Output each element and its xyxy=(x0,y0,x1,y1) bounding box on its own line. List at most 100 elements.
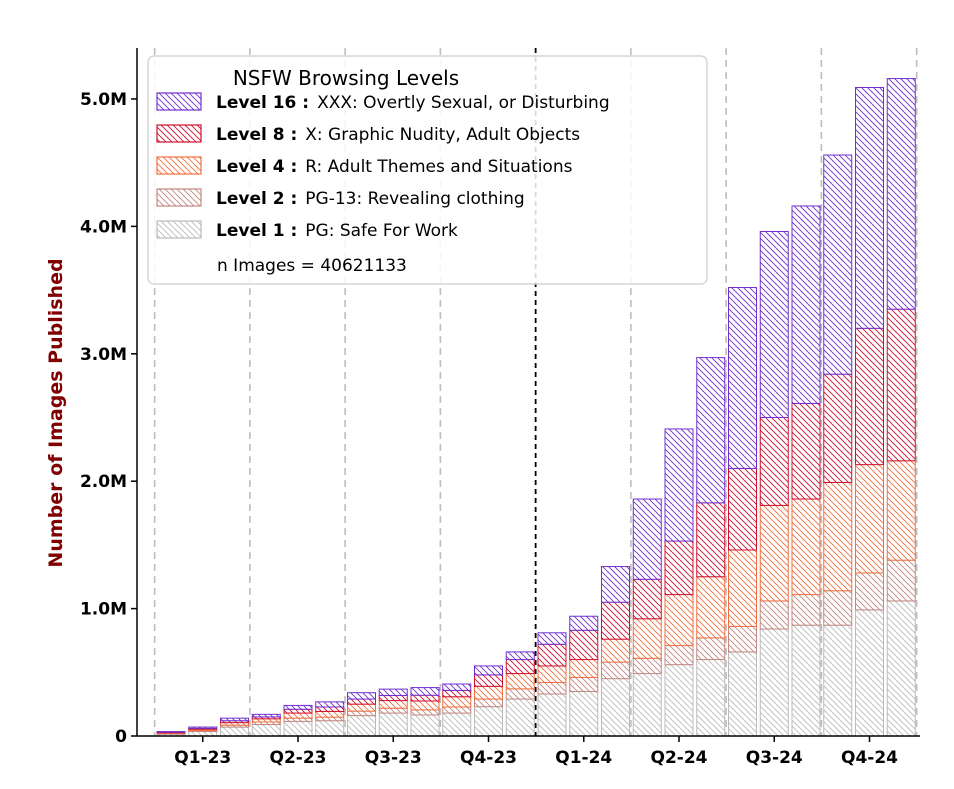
bar-segment xyxy=(791,594,821,626)
bar-segment xyxy=(728,467,757,551)
bar-segment xyxy=(569,676,599,692)
bar-segment xyxy=(220,726,249,737)
bar-segment xyxy=(664,428,694,542)
bar-segment xyxy=(410,714,440,737)
bar-segment xyxy=(601,601,630,640)
bar-segment xyxy=(537,681,567,695)
legend-entry: Level 16 : XXX: Overtly Sexual, or Distur… xyxy=(216,93,610,113)
x-tick-label: Q1-24 xyxy=(555,748,612,768)
bar-segment xyxy=(886,308,916,462)
bar-segment xyxy=(696,637,726,661)
x-tick-label: Q4-23 xyxy=(460,748,517,768)
bar-segment xyxy=(410,694,440,702)
bar-segment xyxy=(791,498,821,596)
bar-segment xyxy=(442,683,472,691)
bar-segment xyxy=(251,713,281,718)
y-tick-label: 1.0M xyxy=(80,600,127,620)
bar-segment xyxy=(601,566,630,603)
bar-segment xyxy=(664,664,694,737)
bar-segment xyxy=(728,287,757,469)
x-tick-label: Q2-24 xyxy=(651,748,708,768)
bar-segment xyxy=(505,659,535,675)
bar-segment xyxy=(347,703,376,712)
bar-segment xyxy=(855,572,884,611)
bar-segment xyxy=(886,460,916,561)
bar-segment xyxy=(791,205,821,404)
bar-segment xyxy=(569,615,599,631)
legend: NSFW Browsing Levels n Images = 40621133… xyxy=(147,55,708,285)
legend-entry: Level 8 : X: Graphic Nudity, Adult Object… xyxy=(216,125,580,145)
bar-segment xyxy=(347,710,376,717)
bar-segment xyxy=(855,609,884,737)
bar-segment xyxy=(664,645,694,666)
bar-segment xyxy=(505,698,535,737)
legend-description: X: Graphic Nudity, Adult Objects xyxy=(305,125,580,145)
bar-segment xyxy=(283,704,313,710)
bar-segment xyxy=(315,706,345,712)
legend-swatch xyxy=(156,156,202,175)
bar-segment xyxy=(696,659,726,737)
bar-segment xyxy=(505,673,535,690)
bar-segment xyxy=(378,707,408,714)
bar-segment xyxy=(791,624,821,737)
bar-segment xyxy=(188,726,218,729)
bar-segment xyxy=(759,600,789,630)
legend-box xyxy=(147,55,708,285)
legend-level-label: Level 8 : xyxy=(216,125,297,145)
y-tick-label: 5.0M xyxy=(80,90,127,110)
y-tick-label: 3.0M xyxy=(80,345,127,365)
bar-segment xyxy=(537,632,567,645)
bar-segment xyxy=(632,673,662,737)
y-axis-label: Number of Images Published xyxy=(45,258,67,567)
bar-segment xyxy=(601,638,630,663)
bar-segment xyxy=(569,659,599,678)
bar-segment xyxy=(886,559,916,602)
bar-segment xyxy=(474,685,503,700)
legend-swatch xyxy=(156,92,202,111)
bar-segment xyxy=(347,698,376,705)
bar-segment xyxy=(632,618,662,659)
bar-segment xyxy=(601,678,630,737)
legend-entry: Level 4 : R: Adult Themes and Situations xyxy=(216,157,573,177)
bar-segment xyxy=(283,712,313,719)
bar-segment xyxy=(855,86,884,329)
bar-segment xyxy=(728,549,757,627)
axes: 0 1.0M 2.0M 3.0M 4.0M 5.0M Q1-23 Q2-23 Q3-23 Q4-2… xyxy=(80,48,920,768)
bar-segment xyxy=(442,689,472,698)
bar-segment xyxy=(410,700,440,711)
bar-segment xyxy=(664,540,694,596)
bar-segment xyxy=(696,357,726,504)
y-tick-label: 0 xyxy=(115,727,127,747)
bar-segment xyxy=(474,674,503,687)
legend-level-label: Level 1 : xyxy=(216,221,297,241)
bar-segment xyxy=(664,594,694,647)
bar-segment xyxy=(505,651,535,661)
bar-segment xyxy=(855,464,884,574)
bar-segment xyxy=(251,724,281,737)
x-tick-label: Q3-24 xyxy=(746,748,803,768)
bar-segment xyxy=(759,230,789,418)
bar-segment xyxy=(601,661,630,680)
bar-segment xyxy=(537,643,567,667)
bar-segment xyxy=(315,720,345,737)
bar-segment xyxy=(855,327,884,466)
bar-segment xyxy=(728,651,757,737)
legend-swatch xyxy=(156,220,202,239)
legend-swatch xyxy=(156,124,202,143)
x-tick-label: Q4-24 xyxy=(841,748,898,768)
bar-segment xyxy=(823,154,853,375)
bar-segment xyxy=(220,717,249,722)
bar-segment xyxy=(474,698,503,708)
bar-segment xyxy=(315,710,345,718)
bar-segment xyxy=(442,706,472,714)
y-tick-label: 2.0M xyxy=(80,472,127,492)
legend-entry: Level 2 : PG-13: Revealing clothing xyxy=(216,189,525,209)
bar-segment xyxy=(283,720,313,737)
bar-segment xyxy=(632,657,662,675)
bar-segment xyxy=(569,629,599,661)
bar-segment xyxy=(505,688,535,700)
bar-segment xyxy=(410,709,440,716)
bar-segment xyxy=(474,665,503,676)
bar-segment xyxy=(791,402,821,500)
bar-segment xyxy=(442,696,472,708)
